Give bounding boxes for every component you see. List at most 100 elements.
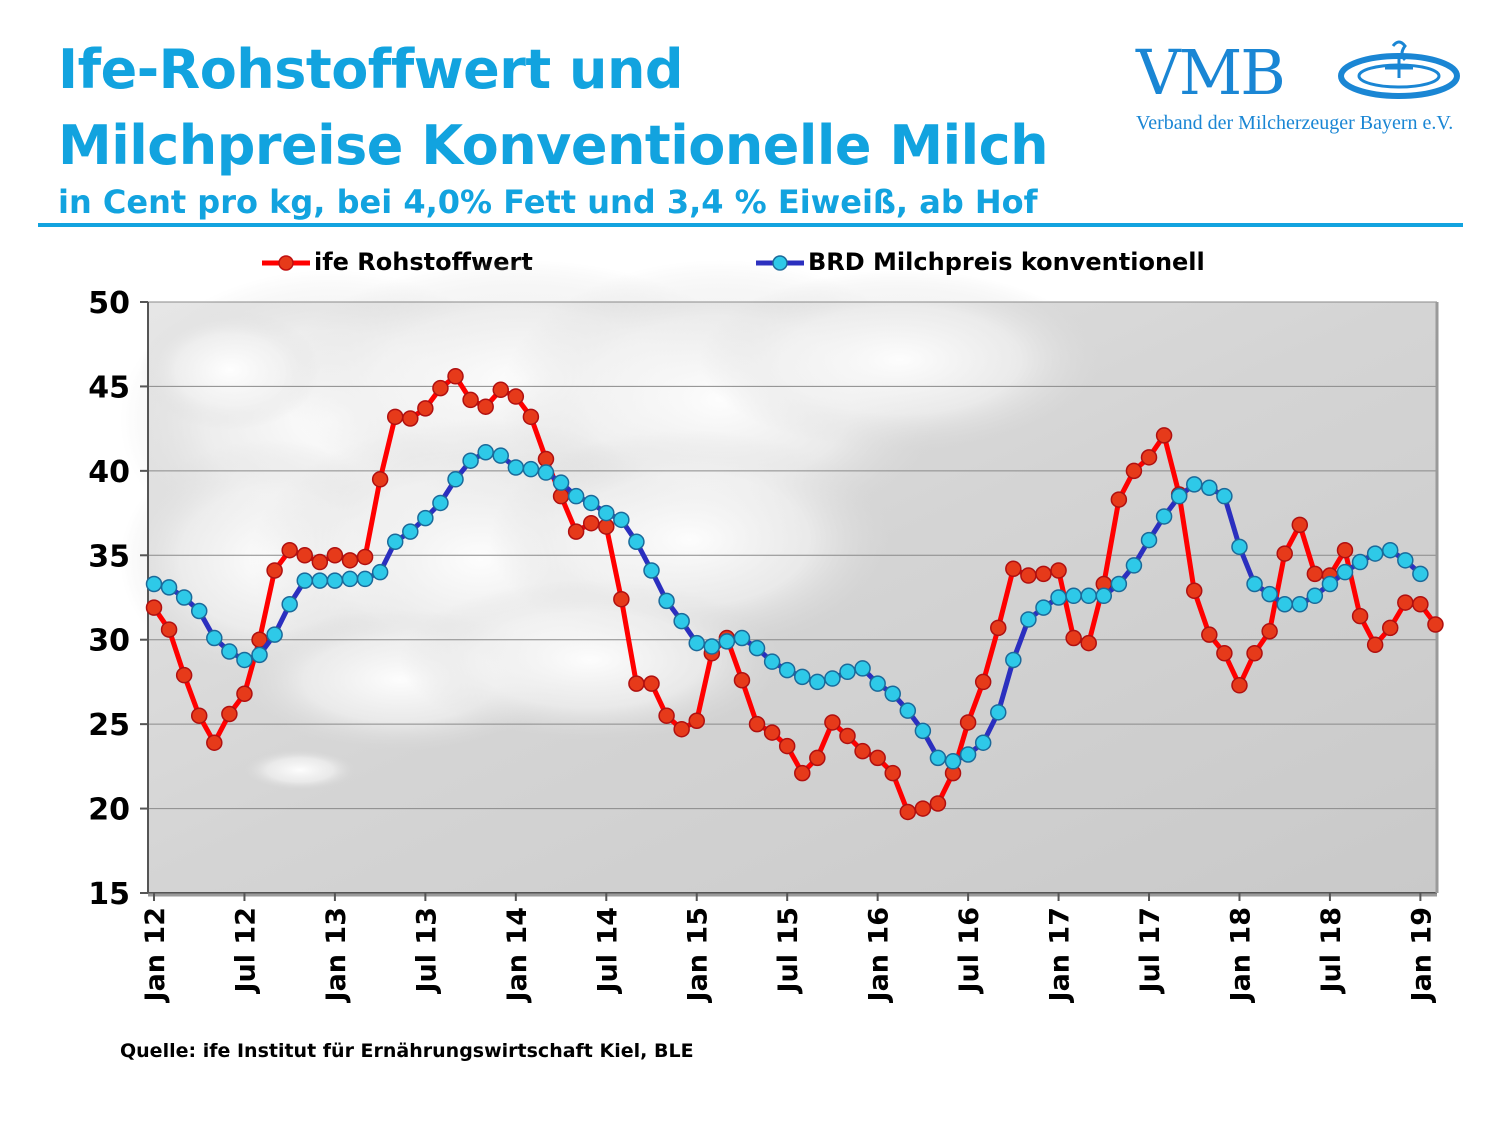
ife-rohstoffwert-point — [371, 471, 389, 488]
brd-milchpreis-point — [1095, 587, 1113, 605]
ife-rohstoffwert-point — [673, 720, 690, 738]
brd-milchpreis-point — [1231, 538, 1248, 556]
ife-rohstoffwert-point — [1276, 545, 1293, 562]
brd-milchpreis-point — [748, 639, 766, 657]
ife-rohstoffwert-point — [326, 547, 344, 564]
ife-rohstoffwert-point — [1231, 677, 1248, 694]
brd-milchpreis-point — [311, 572, 329, 589]
legend-marker-red-icon — [262, 255, 310, 271]
brd-milchpreis-point — [462, 452, 479, 469]
ife-rohstoffwert-point — [296, 547, 314, 564]
ife-rohstoffwert-point — [869, 749, 886, 767]
brd-milchpreis-point — [296, 572, 314, 589]
ife-rohstoffwert-point — [1035, 565, 1052, 583]
brd-milchpreis-point — [959, 746, 977, 763]
ife-rohstoffwert-point — [658, 707, 675, 724]
brd-milchpreis-point — [266, 626, 283, 643]
brd-milchpreis-point — [929, 749, 947, 767]
brd-milchpreis-point — [356, 570, 374, 588]
brd-milchpreis-point — [447, 471, 464, 488]
brd-milchpreis-point — [1201, 479, 1218, 496]
brd-milchpreis-point — [733, 629, 751, 647]
ife-rohstoffwert-point — [341, 552, 359, 569]
ife-rohstoffwert-point — [974, 673, 992, 691]
ife-rohstoffwert-point — [1110, 491, 1128, 508]
x-tick-label: Jul 14 — [592, 907, 623, 995]
x-tick-label: Jan 18 — [1225, 907, 1256, 1003]
ife-rohstoffwert-point — [899, 803, 917, 821]
brd-milchpreis-point — [718, 633, 736, 650]
brd-milchpreis-point — [598, 504, 615, 522]
brd-milchpreis-point — [1185, 476, 1203, 493]
background-texture-3 — [700, 270, 1100, 450]
axes: 15 20 25 30 35 40 45 50 Jan 12 Jul 12 Jan 13 Jul 13… — [88, 286, 1439, 1003]
ife-rohstoffwert-point — [959, 714, 977, 731]
brd-milchpreis-point — [839, 663, 856, 681]
ife-rohstoffwert-point — [1216, 644, 1233, 662]
ife-rohstoffwert-point — [190, 707, 208, 724]
ife-rohstoffwert-point — [266, 562, 283, 579]
brd-milchpreis-point — [326, 572, 344, 589]
ife-rohstoffwert-point — [1005, 560, 1022, 578]
brd-milchpreis-point — [628, 533, 645, 551]
brd-milchpreis-point — [944, 753, 962, 770]
brd-milchpreis-point — [1412, 565, 1429, 583]
ife-rohstoffwert-point — [281, 541, 298, 559]
ife-rohstoffwert-point — [1155, 427, 1173, 444]
ife-rohstoffwert-point — [1080, 634, 1097, 652]
title-divider — [38, 223, 1463, 227]
x-tick-label: Jul 13 — [411, 907, 442, 995]
brd-milchpreis-point — [371, 563, 389, 581]
brd-milchpreis-point — [794, 668, 811, 686]
brd-milchpreis-point — [1140, 531, 1158, 549]
x-tick-label: Jan 17 — [1045, 907, 1076, 1003]
ife-rohstoffwert-point — [824, 714, 841, 731]
brd-milchpreis-point — [206, 629, 223, 647]
brd-milchpreis-point — [1336, 563, 1354, 581]
background-texture-8 — [400, 580, 780, 740]
brd-milchpreis-point — [869, 675, 886, 692]
y-tick-label: 50 — [88, 286, 130, 321]
brd-milchpreis-point — [990, 704, 1007, 721]
brd-milchpreis-point — [809, 673, 826, 691]
logo-emblem-icon — [1338, 40, 1460, 99]
brd-milchpreis-point — [1170, 487, 1188, 505]
brd-milchpreis-point — [507, 459, 525, 476]
ife-rohstoffwert-point — [507, 388, 525, 405]
series-ife-rohstoffwert — [145, 368, 1444, 821]
brd-milchpreis-point — [386, 533, 404, 551]
brd-milchpreis-point — [658, 592, 675, 610]
ife-rohstoffwert-point — [1125, 462, 1143, 480]
ife-rohstoffwert-point — [748, 715, 766, 733]
ife-rohstoffwert-point — [552, 487, 570, 505]
ife-rohstoffwert-point — [763, 724, 781, 741]
ife-rohstoffwert-point — [1050, 562, 1067, 579]
brd-milchpreis-point — [613, 511, 630, 529]
ife-rohstoffwert-point — [160, 621, 178, 638]
y-tick-label: 45 — [88, 370, 130, 405]
brd-milchpreis-point — [1035, 599, 1052, 616]
ife-rohstoffwert-point — [462, 391, 479, 409]
ife-rohstoffwert-point — [432, 379, 449, 397]
ife-rohstoffwert-point — [417, 400, 434, 417]
ife-rohstoffwert-point — [613, 590, 630, 608]
ife-rohstoffwert-point — [778, 737, 796, 755]
logo-wordmark: VMB — [1136, 36, 1286, 109]
ife-rohstoffwert-point — [990, 619, 1007, 637]
brd-milchpreis-point — [1291, 596, 1309, 613]
brd-milchpreis-point — [974, 734, 992, 751]
brd-milchpreis-point — [160, 579, 178, 596]
ife-rohstoffwert-point — [854, 742, 871, 760]
brd-milchpreis-point — [567, 487, 585, 505]
ife-rohstoffwert-point — [929, 795, 947, 812]
ife-rohstoffwert-point — [598, 518, 615, 535]
brd-milchpreis-point — [477, 444, 494, 461]
ife-rohstoffwert-point — [1381, 619, 1399, 637]
brd-milchpreis-point — [899, 702, 917, 719]
ife-rohstoffwert-point — [386, 408, 404, 426]
brd-milchpreis-point — [1216, 487, 1233, 505]
page-subtitle: in Cent pro kg, bei 4,0% Fett und 3,4 % … — [58, 183, 1038, 221]
brd-milchpreis-point — [582, 494, 600, 512]
x-tick-label: Jan 13 — [321, 907, 352, 1003]
ife-rohstoffwert-point — [688, 712, 705, 730]
